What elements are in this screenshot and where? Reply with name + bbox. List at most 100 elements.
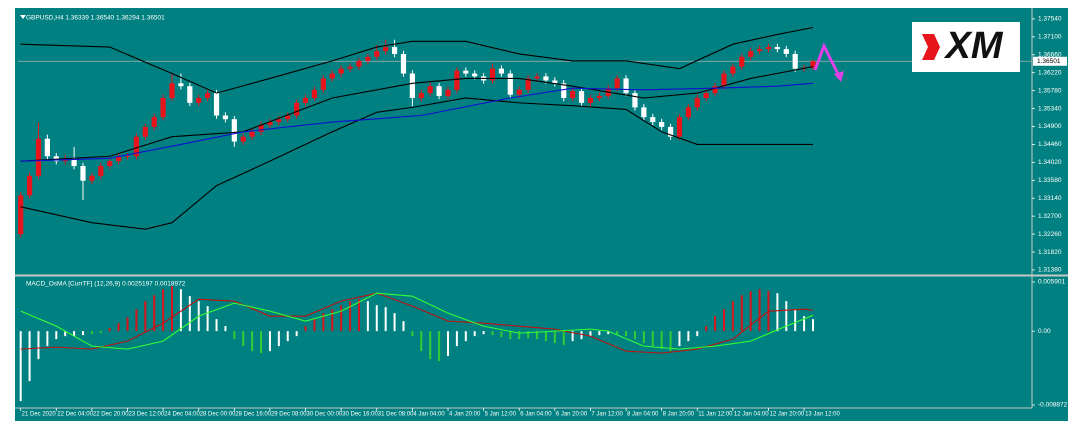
candle-body <box>107 161 113 167</box>
indicator-line <box>20 97 813 230</box>
histogram-bar <box>527 331 530 339</box>
indicator-line <box>20 26 814 94</box>
panel: 1.37540 1.37100 1.36660 1.36220 1.35780 1.353… <box>18 15 1067 274</box>
chart-background <box>15 8 1068 421</box>
candle-body <box>320 78 326 90</box>
histogram-bar <box>55 331 58 340</box>
histogram-bar <box>785 301 788 332</box>
x-tick-label: 11 Jan 12:00 <box>698 412 733 418</box>
candle-body <box>151 117 157 127</box>
candle-body <box>276 119 282 123</box>
x-tick-label: 8 Jan 20:00 <box>663 412 695 418</box>
histogram-bar <box>678 331 681 347</box>
histogram-bar <box>749 291 752 332</box>
candle-body <box>356 60 362 67</box>
x-tick-label: 12 Jan 20:00 <box>769 412 804 418</box>
y-tick-label: 1.31380 <box>1038 267 1062 274</box>
y-tick-label: 1.32700 <box>1038 213 1062 220</box>
histogram-bar <box>544 331 547 342</box>
candle-body <box>667 126 674 137</box>
candle-body <box>311 89 318 98</box>
histogram-bar <box>268 331 271 352</box>
histogram-bar <box>37 331 40 360</box>
current-price-label: 1.36501 <box>1037 58 1061 65</box>
candle-body <box>721 73 727 87</box>
candle-body <box>124 156 131 158</box>
y-tick-label: 1.37100 <box>1038 34 1062 41</box>
candle-body <box>445 89 451 96</box>
histogram-bar <box>19 331 22 402</box>
histogram-bar <box>509 331 512 340</box>
histogram-bar <box>438 331 441 362</box>
candle-body <box>400 53 407 74</box>
candle-body <box>783 49 789 54</box>
histogram-bar <box>393 313 396 332</box>
logo-mark <box>922 34 940 60</box>
histogram-bar <box>340 305 343 332</box>
x-tick-label: 13 Jan 12:00 <box>805 412 840 418</box>
candle-body <box>80 166 86 181</box>
menu-triangle[interactable] <box>20 15 26 19</box>
y-tick-label: 1.34460 <box>1038 141 1062 148</box>
candle-body <box>71 158 77 167</box>
candle-body <box>285 115 291 120</box>
candle-body <box>205 93 211 98</box>
histogram-bar <box>286 331 289 342</box>
candle-body <box>694 97 700 108</box>
arrow-line <box>813 42 841 77</box>
histogram-bar <box>206 306 209 332</box>
x-tick-label: 5 Jan 12:00 <box>485 412 517 418</box>
candle-body <box>258 124 264 132</box>
indicator-line <box>20 66 814 162</box>
histogram-bar <box>242 331 245 347</box>
candle-body <box>685 107 691 118</box>
histogram-bar <box>518 331 521 340</box>
candle-body <box>498 68 505 74</box>
histogram-bar <box>696 331 699 337</box>
x-tick-label: 28 Dec 00:00 <box>200 412 236 418</box>
candle-body <box>133 136 140 157</box>
candle-body <box>267 122 273 125</box>
candle-body <box>614 78 620 89</box>
candle-body <box>26 175 33 196</box>
candle-body <box>748 51 754 57</box>
histogram-bar <box>153 295 156 332</box>
histogram-bar <box>188 296 191 332</box>
candle-body <box>418 93 424 98</box>
candle-body <box>160 97 166 118</box>
candle-body <box>142 126 148 137</box>
candle-body <box>222 115 229 120</box>
candle-body <box>178 83 184 87</box>
histogram-bar <box>349 301 352 332</box>
candle-body <box>507 73 513 95</box>
candle-body <box>552 80 558 84</box>
panel-title: GBPUSD,H4 1.36339 1.36540 1.36294 1.3650… <box>26 15 165 22</box>
candle-body <box>676 117 683 137</box>
candle-body <box>365 56 371 61</box>
histogram-bar <box>571 331 574 342</box>
candle-body <box>383 47 389 52</box>
indicator-line <box>20 82 814 162</box>
histogram-bar <box>446 331 449 357</box>
histogram-bar <box>687 331 690 342</box>
candle-body <box>730 66 736 74</box>
histogram-bar <box>758 289 761 332</box>
histogram-bar <box>794 309 797 332</box>
candle-body <box>302 97 309 103</box>
histogram-bar <box>625 331 628 337</box>
candle-body <box>810 61 816 68</box>
histogram-bar <box>536 331 539 340</box>
candle-body <box>516 89 522 95</box>
histogram-bar <box>580 331 583 340</box>
candle-body <box>756 49 763 52</box>
candle-body <box>249 131 255 137</box>
histogram-bar <box>171 286 174 332</box>
x-tick-label: 12 Jan 04:00 <box>734 412 769 418</box>
candle-body <box>329 73 335 79</box>
y-tick-label: 1.34020 <box>1038 159 1062 166</box>
histogram-bar <box>224 326 227 332</box>
candle-body <box>89 175 95 181</box>
y-tick-label: 1.31820 <box>1038 249 1062 256</box>
y-tick-label: 1.36660 <box>1038 52 1062 59</box>
y-tick-label: 1.33580 <box>1038 177 1062 184</box>
